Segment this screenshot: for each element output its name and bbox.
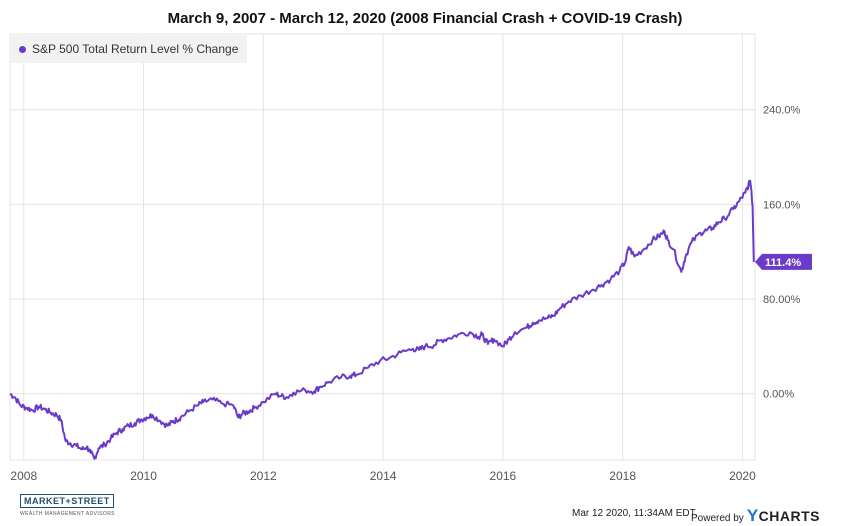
x-tick-label: 2010 <box>130 469 157 483</box>
last-value-text: 111.4% <box>765 257 801 269</box>
powered-by[interactable]: Powered by YCHARTS <box>691 506 820 526</box>
legend-dot-icon <box>19 45 26 53</box>
series-group <box>9 179 755 460</box>
ycharts-logo-rest: CHARTS <box>758 508 820 524</box>
y-tick-label: 240.0% <box>763 105 801 117</box>
last-value-badge <box>755 253 812 270</box>
timestamp: Mar 12 2020, 11:34AM EDT. <box>572 508 698 519</box>
x-tick-label: 2018 <box>609 469 636 483</box>
logo-subtext: WEALTH MANAGEMENT ADVISORS <box>20 511 115 517</box>
x-tick-label: 2008 <box>10 469 37 483</box>
x-tick-labels: 2008 2010 2012 2014 2016 2018 2020 <box>10 469 756 483</box>
x-tick-label: 2020 <box>729 469 756 483</box>
ycharts-logo[interactable]: YCHARTS <box>747 506 820 526</box>
x-tick-label: 2016 <box>490 469 517 483</box>
powered-by-label: Powered by <box>691 513 744 524</box>
x-tick-label: 2014 <box>370 469 397 483</box>
y-tick-label: 80.00% <box>763 294 801 306</box>
x-gridlines <box>23 34 743 460</box>
chart-title: March 9, 2007 - March 12, 2020 (2008 Fin… <box>167 10 683 27</box>
x-tick-label: 2012 <box>250 469 277 483</box>
last-value-label: 111.4% <box>755 253 812 270</box>
y-gridlines <box>9 33 756 461</box>
logo-text: MARKET+STREET <box>20 494 114 508</box>
legend[interactable]: S&P 500 Total Return Level % Change <box>11 35 247 63</box>
plot-frame <box>9 33 756 461</box>
series-line <box>9 179 755 460</box>
y-tick-label: 0.00% <box>763 389 794 401</box>
y-tick-label: 160.0% <box>763 199 801 211</box>
legend-label: S&P 500 Total Return Level % Change <box>32 42 239 56</box>
footer-logo: MARKET+STREET WEALTH MANAGEMENT ADVISORS <box>20 491 115 517</box>
ycharts-logo-y: Y <box>746 506 759 525</box>
y-tick-labels: 0.00% 80.00% 160.0% 240.0% <box>763 105 801 401</box>
